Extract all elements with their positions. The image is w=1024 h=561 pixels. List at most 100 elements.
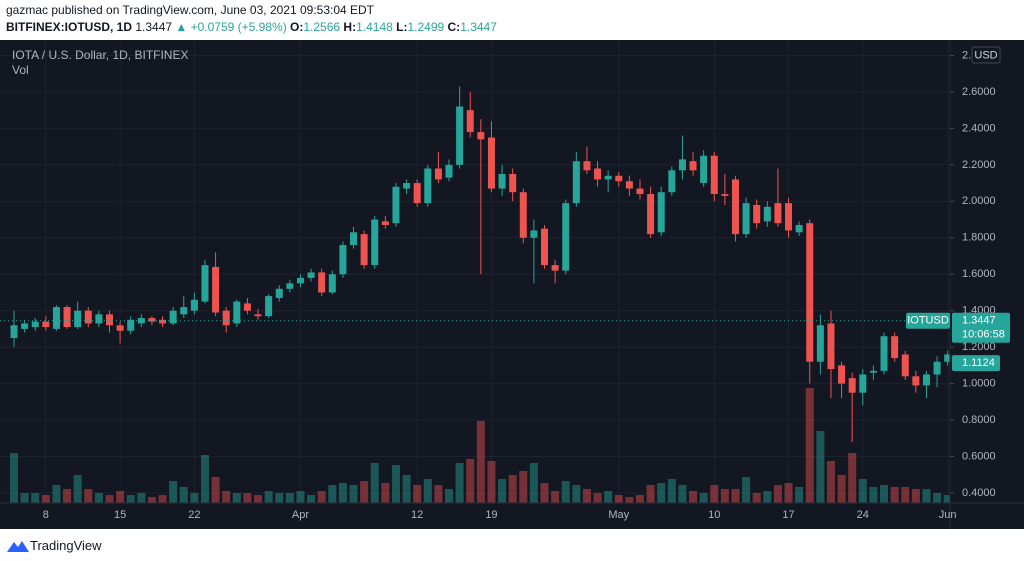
- volume-bar: [678, 485, 687, 503]
- candle-body: [233, 301, 241, 324]
- volume-bar: [699, 493, 708, 503]
- candle-body: [710, 155, 718, 195]
- volume-bar: [41, 495, 50, 503]
- candle-body: [838, 365, 846, 384]
- candle-body: [880, 336, 888, 371]
- plot-area: [0, 86, 950, 503]
- volume-bar: [285, 493, 294, 503]
- price: 1.3447: [135, 20, 173, 34]
- grid: [0, 40, 950, 503]
- volume-bar: [635, 495, 644, 503]
- candle-body: [615, 175, 623, 182]
- candle-body: [116, 325, 124, 331]
- volume-bar: [307, 495, 316, 503]
- candle-body: [159, 319, 167, 324]
- candle-body: [668, 170, 676, 193]
- candle-body: [604, 175, 612, 180]
- volume-bar: [413, 485, 422, 503]
- volume-bar: [158, 495, 167, 503]
- candle-body: [721, 194, 729, 196]
- y-tick-label: 1.2000: [962, 341, 996, 353]
- candle-body: [63, 307, 71, 328]
- currency-badge[interactable]: [971, 46, 1001, 64]
- ohlc-value: 1.4148: [356, 20, 393, 34]
- symbol: BITFINEX:IOTUSD, 1D: [6, 20, 133, 34]
- volume-bar: [434, 485, 443, 503]
- volume-bar: [338, 483, 347, 503]
- x-tick-label: 12: [411, 509, 423, 521]
- volume-bar: [731, 489, 740, 503]
- volume-bar: [657, 483, 666, 503]
- chart-background: [0, 40, 1024, 529]
- volume-bar: [646, 485, 655, 503]
- volume-bar: [63, 489, 72, 503]
- volume-bar: [890, 487, 899, 503]
- volume-bar: [126, 495, 135, 503]
- volume-bar: [487, 461, 496, 503]
- volume-bar: [179, 487, 188, 503]
- candle-body: [477, 132, 485, 140]
- volume-bar: [933, 493, 942, 503]
- candle-body: [169, 310, 177, 324]
- ohlc-label: L:: [396, 20, 408, 34]
- header: gazmac published on TradingView.com, Jun…: [0, 0, 1024, 40]
- candle-body: [137, 317, 145, 324]
- volume-bar: [498, 479, 507, 503]
- candle-body: [21, 323, 29, 329]
- chart: 0.40000.60000.80001.00001.20001.40001.60…: [0, 40, 1024, 529]
- candle-body: [689, 161, 697, 171]
- candle-body: [583, 161, 591, 171]
- volume-bar: [561, 481, 570, 503]
- volume-bar: [423, 479, 432, 503]
- candle-body: [551, 265, 559, 271]
- volume-bar: [625, 497, 634, 503]
- volume-bar: [848, 453, 857, 503]
- candle-body: [742, 203, 750, 235]
- volume-bar: [582, 489, 591, 503]
- volume-bar: [540, 483, 549, 503]
- volume-bar: [742, 477, 751, 503]
- candle-body: [381, 221, 389, 226]
- volume-bar: [317, 491, 326, 503]
- volume-bar: [391, 465, 400, 503]
- volume-bar: [137, 493, 146, 503]
- candle-body: [339, 245, 347, 275]
- volume-bar: [94, 493, 103, 503]
- y-tick-label: 1.0000: [962, 378, 996, 390]
- x-tick-label: 8: [43, 509, 49, 521]
- candle-body: [84, 310, 92, 324]
- x-tick-label: Jun: [939, 509, 957, 521]
- candle-body: [625, 181, 633, 189]
- volume-bar: [254, 495, 263, 503]
- candle-body: [700, 155, 708, 184]
- volume-bar: [328, 485, 337, 503]
- candle-body: [763, 206, 771, 222]
- candle-body: [933, 361, 941, 375]
- candle-body: [774, 203, 782, 224]
- volume-bar: [31, 493, 40, 503]
- candle-body: [912, 376, 920, 386]
- ohlc-value: 1.3447: [460, 20, 497, 34]
- volume-bar: [869, 487, 878, 503]
- candle-body: [678, 159, 686, 171]
- x-tick-label: 19: [485, 509, 497, 521]
- x-tick-label: 17: [782, 509, 794, 521]
- price-badge-label: 1.3447: [962, 315, 996, 327]
- candle-body: [434, 168, 442, 180]
- candle-body: [190, 299, 198, 311]
- volume-bar: [773, 485, 782, 503]
- currency: USD: [974, 49, 997, 61]
- volume-bar: [858, 479, 867, 503]
- volume-bar: [826, 461, 835, 503]
- volume-bar: [763, 491, 772, 503]
- candle-body: [647, 194, 655, 235]
- x-tick-label: 24: [857, 509, 869, 521]
- volume-bar: [519, 471, 528, 503]
- candle-body: [541, 228, 548, 266]
- y-tick-label: 0.4000: [962, 487, 996, 499]
- volume-bar: [243, 493, 252, 503]
- volume-bar: [551, 491, 560, 503]
- volume-bar: [911, 489, 920, 503]
- x-tick-label: May: [608, 509, 629, 521]
- ohlc-value: 1.2566: [303, 20, 341, 34]
